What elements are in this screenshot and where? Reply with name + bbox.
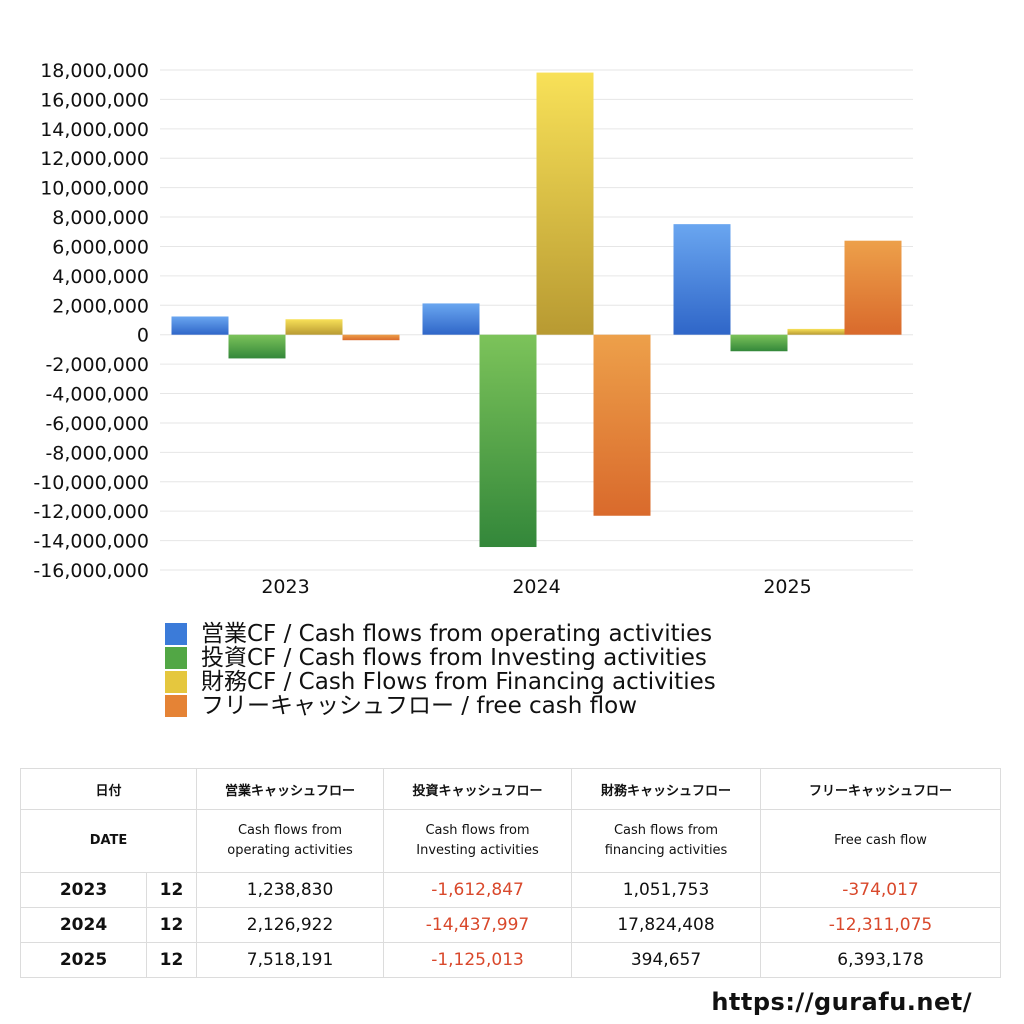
header-investing-en-line2: Investing activities — [416, 843, 539, 858]
y-tick-label: 4,000,000 — [52, 266, 149, 288]
bar — [593, 334, 651, 516]
cash-flow-bar-chart: -16,000,000 -14,000,000 -12,000,000 -10,000… — [33, 60, 913, 598]
header-date-en: DATE — [19, 809, 198, 873]
row-investing: -1,612,847 — [383, 872, 573, 908]
legend-item-financing: 財務CF / Cash Flows from Financing activit… — [165, 670, 716, 694]
y-tick-label: -16,000,000 — [33, 560, 149, 582]
row-free: -12,311,075 — [760, 907, 1002, 943]
row-operating: 2,126,922 — [196, 907, 385, 943]
row-year: 2023 — [20, 872, 147, 908]
header-free-en: Free cash flow — [760, 809, 1002, 873]
bar — [673, 224, 731, 335]
table-header-row-jp: 日付 営業キャッシュフロー 投資キャッシュフロー 財務キャッシュフロー フリーキ… — [19, 768, 1002, 810]
header-date-jp: 日付 — [19, 768, 198, 810]
header-investing-jp: 投資キャッシュフロー — [383, 768, 573, 810]
legend-label-investing: 投資CF / Cash flows from Investing activit… — [201, 645, 707, 671]
bar — [342, 334, 400, 341]
y-tick-label: 12,000,000 — [40, 148, 149, 170]
row-operating: 7,518,191 — [196, 942, 385, 978]
y-tick-label: 8,000,000 — [52, 207, 149, 229]
x-tick-label: 2024 — [512, 576, 560, 598]
y-tick-label: 2,000,000 — [52, 295, 149, 317]
x-tick-label: 2023 — [261, 576, 309, 598]
row-investing: -14,437,997 — [383, 907, 573, 943]
y-tick-label: -4,000,000 — [45, 384, 149, 406]
y-tick-label: 6,000,000 — [52, 236, 149, 258]
y-tick-label: -6,000,000 — [45, 413, 149, 435]
row-month: 12 — [145, 872, 198, 908]
legend-item-investing: 投資CF / Cash flows from Investing activit… — [165, 646, 716, 670]
legend-label-free: フリーキャッシュフロー / free cash flow — [201, 693, 638, 719]
cash-flow-table: 日付 営業キャッシュフロー 投資キャッシュフロー 財務キャッシュフロー フリーキ… — [19, 768, 1002, 978]
table-row: 2023 12 1,238,830 -1,612,847 1,051,753 -… — [20, 872, 1002, 908]
y-tick-label: 16,000,000 — [40, 89, 149, 111]
header-financing-en-line1: Cash flows from — [613, 823, 719, 838]
table-row: 2024 12 2,126,922 -14,437,997 17,824,408… — [20, 907, 1002, 943]
header-financing-en: Cash flows from financing activities — [571, 809, 762, 873]
bar — [730, 334, 788, 352]
row-free: 6,393,178 — [760, 942, 1002, 978]
row-investing: -1,125,013 — [383, 942, 573, 978]
y-tick-label: -10,000,000 — [33, 472, 149, 494]
row-financing: 394,657 — [571, 942, 762, 978]
bar — [285, 319, 343, 335]
row-year: 2025 — [20, 942, 147, 978]
legend-label-operating: 営業CF / Cash flows from operating activit… — [201, 621, 713, 647]
header-financing-en-line2: financing activities — [604, 843, 728, 858]
bar — [536, 72, 594, 335]
legend-swatch-investing — [165, 647, 187, 669]
bar — [479, 334, 537, 548]
y-tick-label: -12,000,000 — [33, 501, 149, 523]
bar — [844, 240, 902, 335]
header-operating-en-line1: Cash flows from — [237, 823, 343, 838]
row-financing: 17,824,408 — [571, 907, 762, 943]
y-tick-label: 18,000,000 — [40, 60, 149, 82]
legend-label-financing: 財務CF / Cash Flows from Financing activit… — [201, 669, 716, 695]
header-investing-en: Cash flows from Investing activities — [383, 809, 573, 873]
chart-legend: 営業CF / Cash flows from operating activit… — [165, 622, 716, 718]
header-free-jp: フリーキャッシュフロー — [760, 768, 1002, 810]
legend-swatch-financing — [165, 671, 187, 693]
row-month: 12 — [145, 942, 198, 978]
legend-swatch-operating — [165, 623, 187, 645]
site-url[interactable]: https://gurafu.net/ — [711, 988, 972, 1016]
y-tick-label: 14,000,000 — [40, 119, 149, 141]
bar — [787, 328, 845, 335]
y-tick-label: -14,000,000 — [33, 531, 149, 553]
y-tick-label: 10,000,000 — [40, 178, 149, 200]
header-operating-en: Cash flows from operating activities — [196, 809, 385, 873]
y-tick-label: 0 — [137, 325, 149, 347]
bar — [171, 316, 229, 335]
row-operating: 1,238,830 — [196, 872, 385, 908]
table-row: 2025 12 7,518,191 -1,125,013 394,657 6,3… — [20, 942, 1002, 978]
legend-item-free: フリーキャッシュフロー / free cash flow — [165, 694, 716, 718]
y-tick-label: -2,000,000 — [45, 354, 149, 376]
row-free: -374,017 — [760, 872, 1002, 908]
row-year: 2024 — [20, 907, 147, 943]
header-operating-jp: 営業キャッシュフロー — [196, 768, 385, 810]
header-financing-jp: 財務キャッシュフロー — [571, 768, 762, 810]
legend-swatch-free — [165, 695, 187, 717]
x-tick-label: 2025 — [763, 576, 811, 598]
y-tick-label: -8,000,000 — [45, 442, 149, 464]
row-financing: 1,051,753 — [571, 872, 762, 908]
row-month: 12 — [145, 907, 198, 943]
table-header-row-en: DATE Cash flows from operating activities… — [19, 809, 1002, 873]
bar — [228, 334, 286, 359]
header-investing-en-line1: Cash flows from — [425, 823, 530, 838]
legend-item-operating: 営業CF / Cash flows from operating activit… — [165, 622, 716, 646]
bar — [422, 303, 480, 335]
header-operating-en-line2: operating activities — [227, 843, 353, 858]
